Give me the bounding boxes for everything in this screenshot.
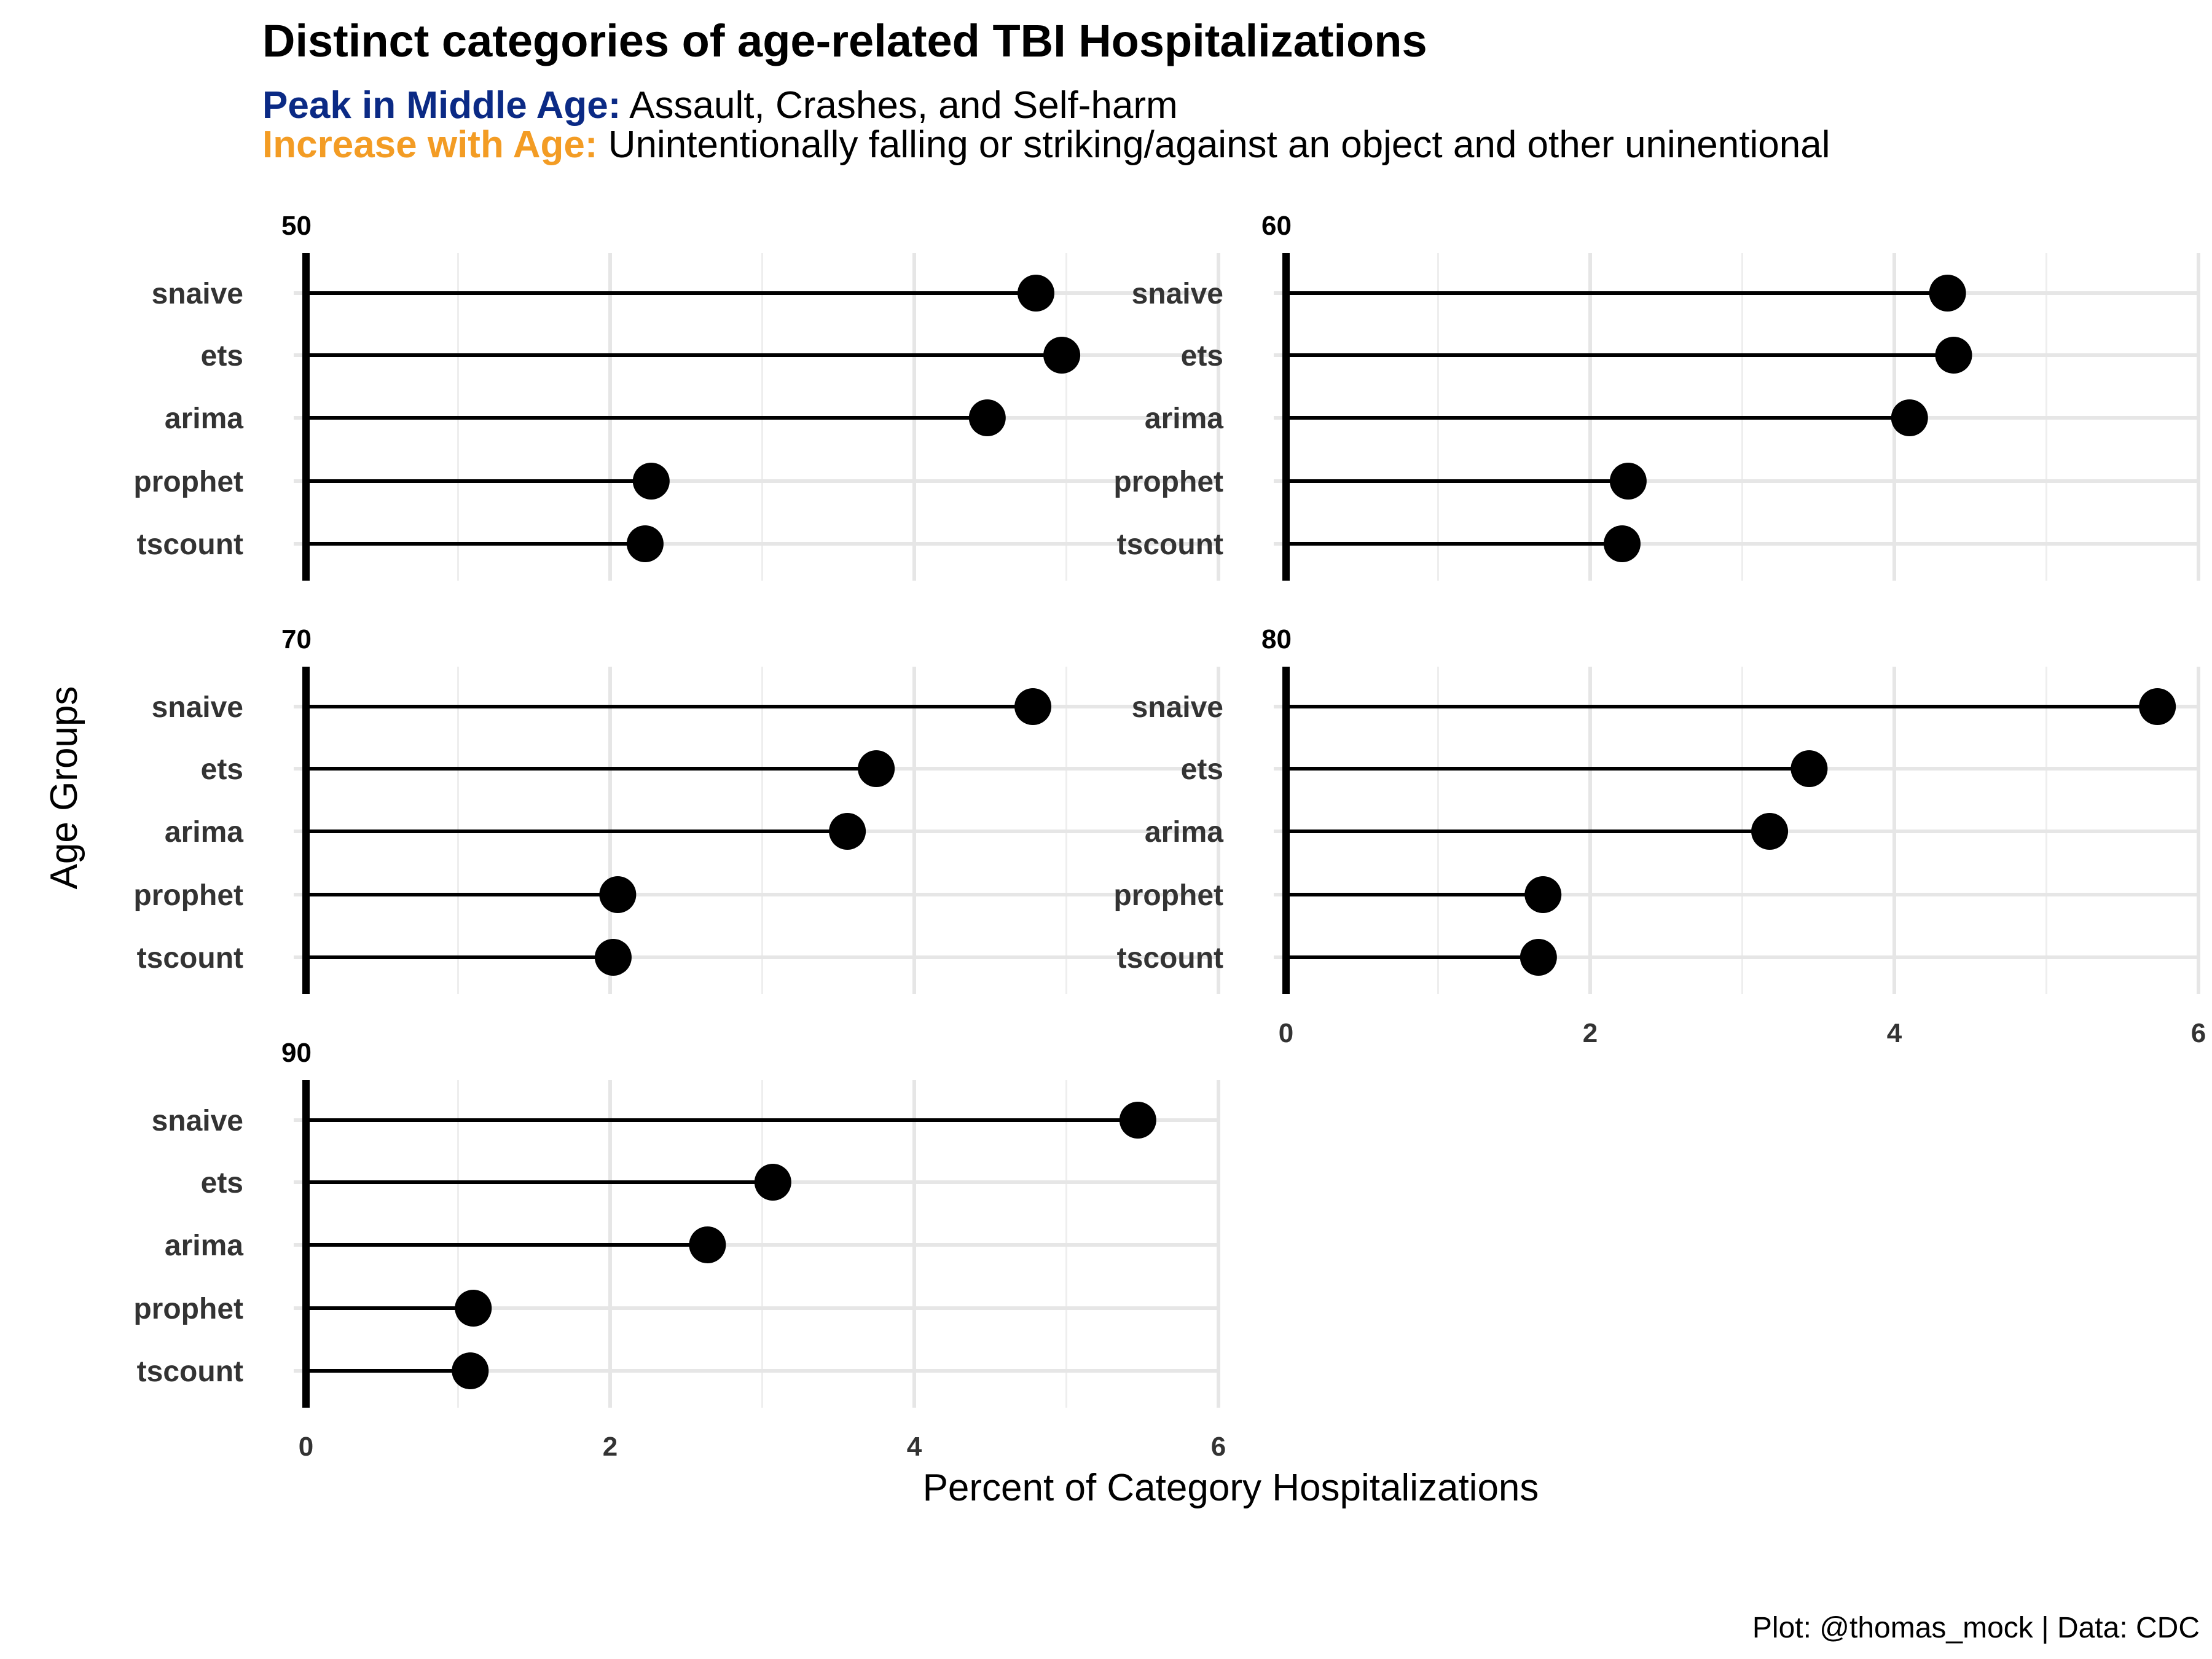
y-tick-label: snaive bbox=[1132, 278, 1223, 310]
x-tick-label: 6 bbox=[1211, 1432, 1226, 1462]
y-tick-label: tscount bbox=[1117, 528, 1223, 561]
y-tick-label: ets bbox=[201, 1167, 243, 1199]
lollipop-point bbox=[1018, 275, 1054, 312]
y-tick-label: prophet bbox=[133, 1293, 243, 1325]
y-tick-label: ets bbox=[201, 340, 243, 372]
x-tick-label: 4 bbox=[907, 1432, 922, 1462]
y-tick-label: arima bbox=[1145, 816, 1223, 849]
y-tick-label: arima bbox=[165, 816, 243, 849]
lollipop-point bbox=[1119, 1102, 1156, 1139]
subtitle-peak-text: Assault, Crashes, and Self-harm bbox=[621, 84, 1177, 127]
y-tick-label: prophet bbox=[1113, 879, 1223, 912]
lollipop-point bbox=[689, 1226, 726, 1263]
lollipop-point bbox=[1603, 525, 1641, 562]
y-tick-label: ets bbox=[201, 753, 243, 786]
lollipop-point bbox=[2139, 688, 2176, 725]
x-tick-label: 0 bbox=[299, 1432, 313, 1462]
lollipop-point bbox=[626, 525, 664, 562]
facet-label: 90 bbox=[281, 1038, 312, 1068]
y-tick-label: snaive bbox=[152, 1105, 243, 1137]
lollipop-point bbox=[1043, 337, 1081, 374]
y-tick-label: snaive bbox=[1132, 691, 1223, 724]
y-tick-label: prophet bbox=[1113, 466, 1223, 498]
x-tick-label: 6 bbox=[2191, 1018, 2206, 1048]
lollipop-point bbox=[754, 1164, 791, 1201]
lollipop-point bbox=[968, 399, 1006, 436]
y-tick-label: prophet bbox=[133, 879, 243, 912]
y-tick-label: snaive bbox=[152, 278, 243, 310]
subtitle-increase-key: Increase with Age: bbox=[262, 124, 598, 166]
x-tick-label: 4 bbox=[1887, 1018, 1902, 1048]
y-tick-label: tscount bbox=[137, 528, 243, 561]
y-tick-label: tscount bbox=[137, 942, 243, 975]
y-tick-label: tscount bbox=[1117, 942, 1223, 975]
lollipop-point bbox=[599, 876, 637, 913]
facet-label: 80 bbox=[1261, 624, 1292, 654]
subtitle-line-2: Increase with Age: Unintentionally falli… bbox=[262, 124, 1830, 166]
lollipop-point bbox=[1929, 275, 1966, 312]
chart-caption: Plot: @thomas_mock | Data: CDC bbox=[1752, 1612, 2200, 1644]
lollipop-point bbox=[632, 463, 670, 500]
y-axis-title: Age Groups bbox=[43, 686, 85, 890]
y-tick-label: ets bbox=[1181, 340, 1223, 372]
lollipop-point bbox=[1751, 813, 1789, 850]
lollipop-point bbox=[1014, 688, 1052, 725]
lollipop-point bbox=[594, 939, 632, 976]
lollipop-point bbox=[1524, 876, 1562, 913]
lollipop-point bbox=[452, 1352, 489, 1389]
facet-label: 60 bbox=[1261, 211, 1292, 241]
facet-panel-70: 70 snaive ets arima prophet tscount bbox=[133, 624, 1220, 994]
subtitle-increase-text: Unintentionally falling or striking/agai… bbox=[598, 124, 1830, 166]
lollipop-point bbox=[1609, 463, 1647, 500]
y-tick-label: tscount bbox=[137, 1355, 243, 1388]
y-tick-label: arima bbox=[165, 402, 243, 435]
lollipop-point bbox=[858, 750, 895, 787]
x-tick-label: 2 bbox=[603, 1432, 618, 1462]
subtitle-line-1: Peak in Middle Age: Assault, Crashes, an… bbox=[262, 84, 1178, 127]
y-tick-label: ets bbox=[1181, 753, 1223, 786]
chart-title: Distinct categories of age-related TBI H… bbox=[262, 15, 1427, 66]
facet-panel-80: 80 snaive ets arima prophet tscount 0 2 4 6 bbox=[1113, 624, 2206, 1048]
x-tick-label: 0 bbox=[1279, 1018, 1293, 1048]
facet-panel-50: 50 snaive ets arima prophet tscount bbox=[133, 211, 1220, 581]
facet-label: 70 bbox=[281, 624, 312, 654]
facet-panel-60: 60 snaive ets arima prophet tscount bbox=[1113, 211, 2200, 581]
facet-label: 50 bbox=[281, 211, 312, 241]
lollipop-point bbox=[1891, 399, 1928, 436]
y-tick-label: snaive bbox=[152, 691, 243, 724]
lollipop-point bbox=[1520, 939, 1557, 976]
y-tick-label: prophet bbox=[133, 466, 243, 498]
subtitle-peak-key: Peak in Middle Age: bbox=[262, 84, 621, 127]
lollipop-point bbox=[455, 1290, 492, 1327]
facet-panel-90: 90 snaive ets arima prophet tscount 0 2 4 6 bbox=[133, 1038, 1226, 1462]
lollipop-point bbox=[1790, 750, 1828, 787]
y-tick-label: arima bbox=[1145, 402, 1223, 435]
lollipop-point bbox=[829, 813, 866, 850]
x-tick-label: 2 bbox=[1583, 1018, 1598, 1048]
lollipop-point bbox=[1935, 337, 1972, 374]
y-tick-label: arima bbox=[165, 1230, 243, 1262]
x-axis-title: Percent of Category Hospitalizations bbox=[923, 1467, 1539, 1509]
facet-panels: 50snaiveetsarimaprophettscount60snaiveet… bbox=[133, 211, 2206, 1462]
